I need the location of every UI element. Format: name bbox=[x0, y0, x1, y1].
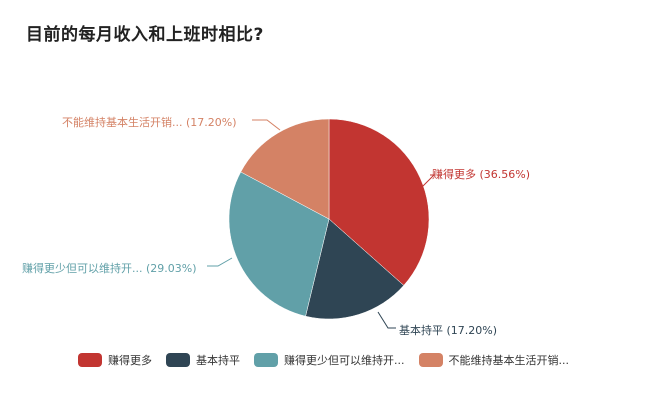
legend-item-about-same[interactable]: 基本持平 bbox=[166, 352, 240, 368]
leader-line bbox=[422, 174, 436, 187]
data-label-about-same: 基本持平 (17.20%) bbox=[399, 324, 498, 337]
legend-swatch bbox=[166, 353, 190, 367]
legend-swatch bbox=[254, 353, 278, 367]
legend-item-cannot-sustain[interactable]: 不能维持基本生活开销... bbox=[418, 352, 570, 368]
data-label-cannot-sustain: 不能维持基本生活开销... (17.20%) bbox=[62, 116, 237, 129]
legend-swatch bbox=[418, 353, 443, 367]
chart-title: 目前的每月收入和上班时相比? bbox=[26, 25, 264, 45]
legend-label: 赚得更少但可以维持开... bbox=[284, 354, 405, 367]
legend-swatch bbox=[78, 353, 102, 367]
pie-slice[interactable] bbox=[240, 118, 330, 220]
data-label-earn-more: 赚得更多 (36.56%) bbox=[432, 168, 531, 181]
legend-item-earn-more[interactable]: 赚得更多 bbox=[78, 352, 152, 368]
pie-slice[interactable] bbox=[228, 171, 330, 317]
legend-label: 不能维持基本生活开销... bbox=[448, 354, 570, 367]
leader-line bbox=[252, 119, 281, 131]
legend: 赚得更多 基本持平 赚得更少但可以维持开... 不能维持基本生活开销... bbox=[78, 352, 583, 368]
pie-slice[interactable] bbox=[305, 218, 405, 320]
legend-item-earn-less[interactable]: 赚得更少但可以维持开... bbox=[254, 352, 405, 368]
leader-line bbox=[377, 311, 396, 329]
leader-line bbox=[207, 257, 233, 267]
legend-label: 赚得更多 bbox=[108, 354, 152, 367]
legend-label: 基本持平 bbox=[196, 354, 240, 367]
data-label-earn-less: 赚得更少但可以维持开... (29.03%) bbox=[22, 262, 197, 275]
pie-slice[interactable] bbox=[328, 118, 430, 286]
